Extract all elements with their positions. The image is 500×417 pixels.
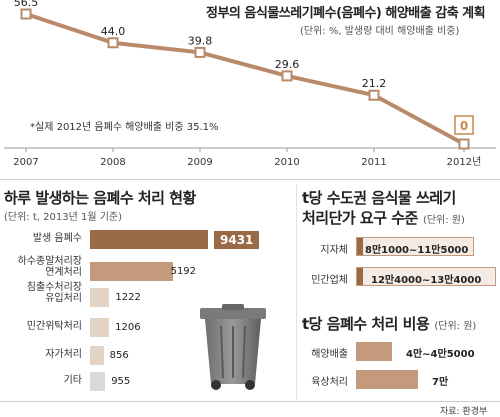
right1-title-line2: 처리단가 요구 수준 [302, 209, 418, 227]
right2-unit: (단위: 원) [434, 321, 477, 332]
right1-range-fill-1 [357, 268, 363, 285]
bar-value-3: 1206 [115, 322, 141, 333]
bar-category-1: 하수종말처리장 연계처리 [0, 256, 82, 278]
right1-label-0: 지자체 [320, 245, 348, 256]
series-line [25, 12, 465, 146]
bar-category-2: 침출수처리장 유입처리 [0, 282, 82, 304]
right2-bar-0 [356, 342, 392, 361]
bar-category-4: 자가처리 [0, 349, 82, 360]
data-point-1 [107, 37, 119, 49]
source-text: 자료: 환경부 [440, 407, 488, 417]
data-label-1: 44.0 [101, 25, 126, 38]
right2-value-0: 4만~4만5000 [406, 349, 475, 360]
right1-range-label-1: 12만4000~13만4000 [371, 275, 482, 286]
bar-category-2-line-0: 침출수처리장 [26, 282, 82, 293]
right2-title-wrap: t당 음폐수 처리 비용 (단위: 원) [302, 313, 476, 334]
bottom-left-title: 하루 발생하는 음폐수 처리 현황 [4, 189, 196, 207]
right1-title-line1: t당 수도권 음식물 쓰레기 [302, 189, 456, 207]
bar-value-5: 955 [111, 376, 131, 387]
data-point-2 [194, 46, 206, 58]
right1-range-bar-1: 12만4000~13만4000 [356, 267, 496, 286]
right2-value-1: 7만 [432, 377, 449, 388]
bar-category-5: 기타 [0, 375, 82, 386]
column-divider [296, 184, 297, 400]
right2-label-0: 해양배출 [311, 349, 348, 360]
bar-0 [90, 230, 208, 249]
section-divider [0, 179, 500, 180]
data-point-5 [458, 138, 470, 150]
bar-category-5-line-0: 기타 [63, 375, 82, 386]
bar-category-3-line-0: 민간위탁처리 [26, 321, 82, 332]
bar-category-2-line-1: 유입처리 [45, 293, 82, 304]
bottom-left-unit: (단위: t, 2013년 1월 기준) [4, 212, 122, 223]
data-label-4: 21.2 [362, 77, 387, 90]
right1-range-label-0: 8만1000~11만5000 [365, 245, 469, 256]
bar-category-3: 민간위탁처리 [0, 321, 82, 332]
bar-4 [90, 346, 104, 365]
bar-value-4: 856 [109, 350, 129, 361]
highlight-label-box [454, 115, 474, 135]
right2-label-1: 육상처리 [311, 377, 348, 388]
bar-3 [90, 318, 110, 337]
line-chart: 2007 2008 2009 2010 2011 2012년 56.5 44.0 39.8 29.… [4, 0, 496, 168]
x-tick-label-2: 2009 [187, 157, 212, 168]
right1-label-1: 민간업체 [311, 275, 348, 286]
bar-5 [90, 372, 106, 391]
right1-unit: (단위: 원) [422, 215, 465, 226]
right2-title: t당 음폐수 처리 비용 [302, 315, 430, 333]
bar-value-0: 9431 [214, 231, 260, 249]
data-label-0: 56.5 [14, 0, 39, 9]
bar-category-0-line-0: 발생 음폐수 [32, 233, 82, 244]
bar-1 [90, 262, 173, 281]
x-tick-label-5: 2012년 [447, 156, 482, 168]
top-chart-unit: (단위: %, 발생량 대비 해양배출 비중) [300, 26, 460, 37]
top-chart-note: *실제 2012년 음폐수 해양배출 비중 35.1% [30, 122, 219, 133]
bar-2 [90, 288, 110, 307]
source-line [0, 401, 500, 402]
treatment-bar-chart: 발생 음폐수 9431 하수종말처리장 연계처리 5192 침출수처리장 유입처리 1222 민… [0, 226, 296, 401]
data-label-2: 39.8 [188, 34, 213, 47]
bar-category-0: 발생 음폐수 [0, 233, 82, 244]
right1-range-fill-0 [357, 238, 363, 255]
right1-range-bar-0: 8만1000~11만5000 [356, 237, 474, 256]
data-label-3: 29.6 [275, 58, 300, 71]
data-point-0 [20, 8, 32, 20]
x-tick-label-4: 2011 [361, 157, 386, 168]
bar-category-1-line-1: 연계처리 [45, 267, 82, 278]
x-tick-label-1: 2008 [100, 157, 125, 168]
bar-value-1: 5192 [170, 266, 197, 277]
data-label-5: 0 [460, 119, 468, 133]
top-chart-title: 정부의 음식물쓰레기폐수(음폐수) 해양배출 감축 계획 [206, 6, 486, 21]
trash-bin-icon [200, 304, 266, 390]
bar-value-2: 1222 [115, 292, 141, 303]
data-point-3 [281, 70, 293, 82]
x-tick-label-0: 2007 [13, 157, 38, 168]
right1-title-line2-wrap: 처리단가 요구 수준 (단위: 원) [302, 207, 465, 228]
bar-category-4-line-0: 자가처리 [45, 349, 82, 360]
right2-bar-1 [356, 370, 418, 389]
x-tick-label-3: 2010 [274, 157, 299, 168]
data-point-4 [368, 89, 380, 101]
bar-category-1-line-0: 하수종말처리장 [17, 256, 82, 267]
